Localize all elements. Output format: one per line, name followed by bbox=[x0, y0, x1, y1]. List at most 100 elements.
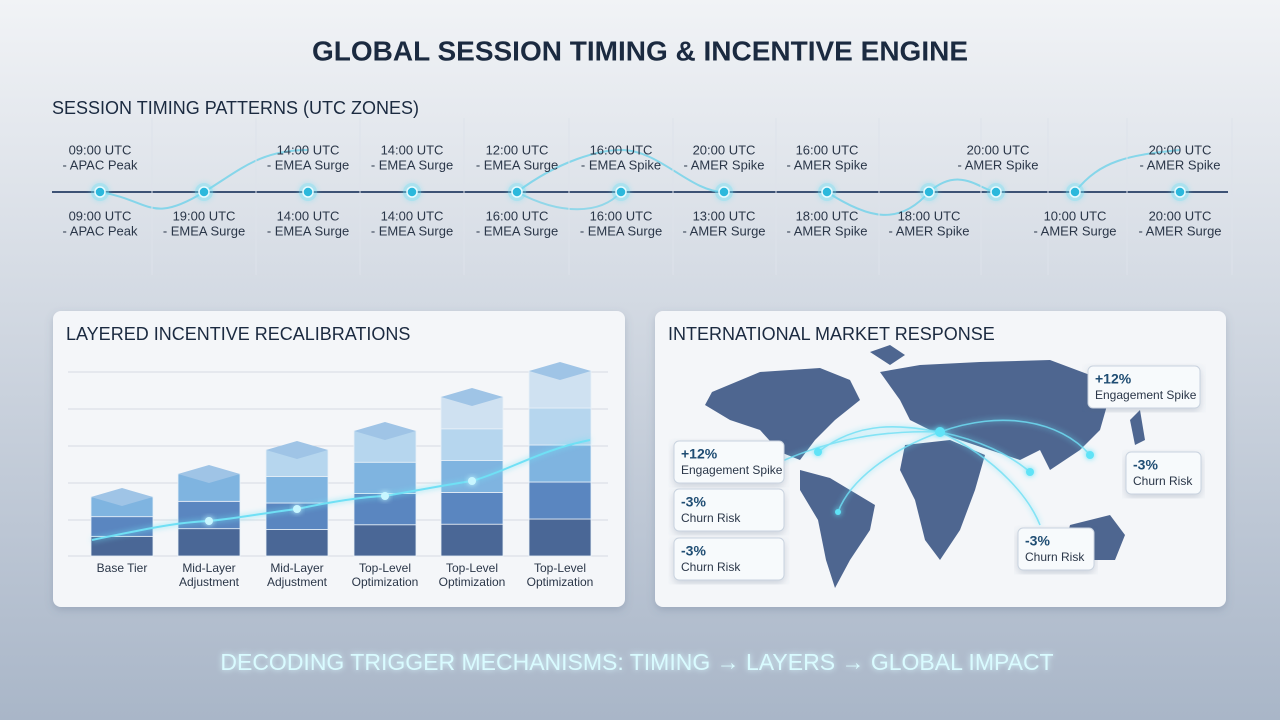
connector bbox=[516, 191, 622, 211]
zone-label: - EMEA Surge bbox=[476, 223, 558, 238]
callout-label: Churn Risk bbox=[1133, 474, 1193, 488]
trend-point bbox=[205, 517, 213, 525]
trend-line bbox=[91, 439, 591, 541]
time-label: 19:00 UTC bbox=[173, 208, 236, 223]
category-label: Mid-Layer bbox=[182, 561, 235, 575]
time-label: 14:00 UTC bbox=[381, 208, 444, 223]
time-label: 10:00 UTC bbox=[1044, 208, 1107, 223]
category-label: Base Tier bbox=[97, 561, 148, 575]
hotspot bbox=[835, 509, 841, 515]
time-label: 14:00 UTC bbox=[277, 142, 340, 157]
continent bbox=[900, 440, 985, 560]
bar-layer bbox=[528, 444, 592, 483]
bar-layer bbox=[265, 476, 329, 504]
flow-line bbox=[837, 431, 941, 513]
zone-label: - AMER Spike bbox=[958, 157, 1039, 172]
bar-layer bbox=[440, 523, 504, 557]
bar-layer bbox=[440, 491, 504, 525]
layered-bars: Base Tier Mid-LayerAdjustmentMid-LayerAdj… bbox=[68, 362, 608, 589]
flow-lines bbox=[779, 419, 1091, 526]
callout-box bbox=[1087, 365, 1201, 409]
zone-label: - APAC Peak bbox=[63, 157, 138, 172]
callout-box bbox=[1125, 451, 1202, 495]
callout-label: Churn Risk bbox=[1025, 550, 1085, 564]
zone-label: - EMEA Surge bbox=[163, 223, 245, 238]
bar-cap bbox=[441, 388, 503, 406]
panel-title: LAYERED INCENTIVE RECALIBRATIONS bbox=[66, 324, 410, 344]
time-label: 20:00 UTC bbox=[1149, 208, 1212, 223]
time-label: 16:00 UTC bbox=[590, 142, 653, 157]
node bbox=[821, 186, 833, 198]
category-label: Adjustment bbox=[267, 575, 328, 589]
callout-box bbox=[673, 440, 785, 484]
callout-box bbox=[673, 488, 785, 532]
time-label: 14:00 UTC bbox=[277, 208, 340, 223]
flow-line bbox=[939, 431, 1031, 473]
section-title: SESSION TIMING PATTERNS (UTC ZONES) bbox=[52, 98, 419, 118]
bar-cap bbox=[354, 422, 416, 440]
callout-value: -3% bbox=[681, 543, 706, 559]
node bbox=[718, 186, 730, 198]
bar-layer bbox=[440, 460, 504, 493]
zone-label: - EMEA Spike bbox=[581, 157, 661, 172]
category-label: Top-Level bbox=[446, 561, 498, 575]
category-label: Optimization bbox=[439, 575, 506, 589]
node bbox=[94, 186, 106, 198]
zone-label: - AMER Spike bbox=[787, 157, 868, 172]
category-label: Optimization bbox=[352, 575, 419, 589]
hotspot bbox=[814, 448, 822, 456]
category-label: Optimization bbox=[527, 575, 594, 589]
flow-line bbox=[779, 430, 941, 463]
time-label: 16:00 UTC bbox=[486, 208, 549, 223]
zone-label: - APAC Peak bbox=[63, 223, 138, 238]
bar-cap bbox=[266, 441, 328, 459]
bar-cap bbox=[91, 488, 153, 506]
time-label: 20:00 UTC bbox=[967, 142, 1030, 157]
time-label: 09:00 UTC bbox=[69, 208, 132, 223]
node bbox=[302, 186, 314, 198]
callout-value: +12% bbox=[1095, 371, 1132, 387]
zone-label: - EMEA Surge bbox=[371, 157, 453, 172]
footer-tagline: DECODING TRIGGER MECHANISMS: TIMING → LA… bbox=[220, 649, 1053, 675]
hotspot bbox=[1026, 468, 1034, 476]
time-label: 13:00 UTC bbox=[693, 208, 756, 223]
trend-point bbox=[293, 505, 301, 513]
bar-layer bbox=[265, 529, 329, 557]
hotspots bbox=[814, 427, 1094, 515]
continent bbox=[705, 368, 860, 460]
callouts: +12%Engagement Spike+12%Engagement Spike… bbox=[673, 365, 1202, 581]
callout-value: +12% bbox=[681, 446, 718, 462]
category-label: Adjustment bbox=[179, 575, 240, 589]
callout-value: -3% bbox=[1133, 457, 1158, 473]
bar-layer bbox=[528, 481, 592, 520]
zone-label: - EMEA Surge bbox=[267, 157, 349, 172]
zone-label: - AMER Spike bbox=[684, 157, 765, 172]
trend-point bbox=[381, 492, 389, 500]
zone-label: - AMER Spike bbox=[1140, 157, 1221, 172]
callout-label: Churn Risk bbox=[681, 560, 741, 574]
hotspot bbox=[1086, 451, 1094, 459]
time-label: 18:00 UTC bbox=[796, 208, 859, 223]
zone-label: - EMEA Surge bbox=[476, 157, 558, 172]
bar-layer bbox=[353, 461, 417, 494]
zone-label: - EMEA Surge bbox=[267, 223, 349, 238]
hotspot bbox=[935, 427, 945, 437]
time-label: 16:00 UTC bbox=[796, 142, 859, 157]
callout-box bbox=[1017, 527, 1095, 571]
node bbox=[990, 186, 1002, 198]
world-map bbox=[705, 345, 1145, 588]
bar-layer bbox=[440, 428, 504, 461]
panel-title: INTERNATIONAL MARKET RESPONSE bbox=[668, 324, 995, 344]
zone-label: - EMEA Surge bbox=[371, 223, 453, 238]
callout-box bbox=[673, 537, 785, 581]
bar-cap bbox=[178, 465, 240, 483]
island bbox=[870, 345, 1145, 445]
callout-label: Engagement Spike bbox=[681, 463, 783, 477]
continent bbox=[800, 470, 875, 588]
time-label: 16:00 UTC bbox=[590, 208, 653, 223]
category-label: Top-Level bbox=[359, 561, 411, 575]
page-title: GLOBAL SESSION TIMING & INCENTIVE ENGINE bbox=[312, 35, 968, 66]
category-label: Top-Level bbox=[534, 561, 586, 575]
